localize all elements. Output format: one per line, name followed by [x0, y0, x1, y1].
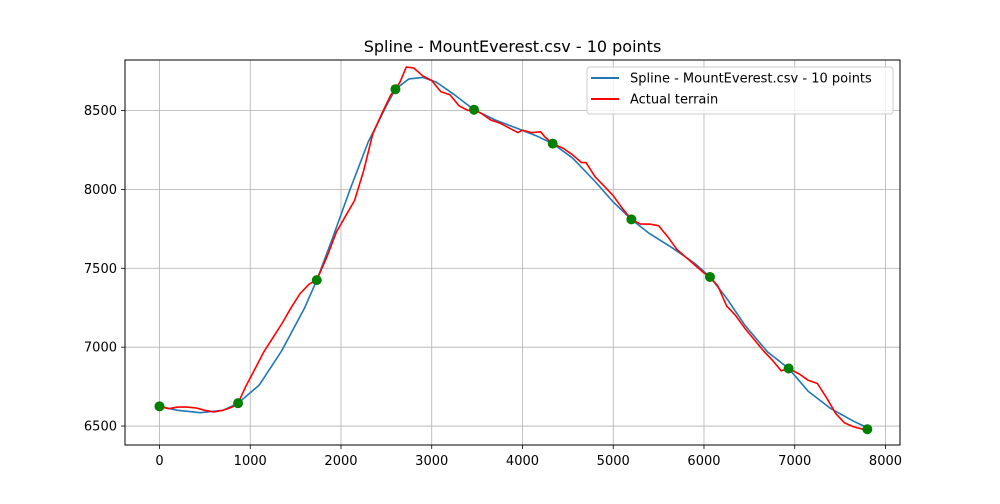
sample-point	[862, 424, 873, 435]
sample-point	[783, 363, 794, 374]
x-tick-label: 4000	[506, 454, 539, 469]
x-tick-label: 6000	[687, 454, 720, 469]
x-tick-label: 7000	[778, 454, 811, 469]
sample-point	[469, 104, 480, 115]
plot-area	[154, 66, 873, 435]
y-tick-label: 8000	[84, 183, 117, 198]
y-tick-label: 7000	[84, 341, 117, 356]
sample-point	[311, 275, 322, 286]
spline-line	[159, 76, 868, 429]
x-tick-label: 1000	[234, 454, 267, 469]
x-tick-label: 8000	[869, 454, 902, 469]
x-tick-label: 3000	[415, 454, 448, 469]
x-tick-label: 5000	[597, 454, 630, 469]
sample-point	[704, 271, 715, 282]
sample-point	[547, 138, 558, 149]
actual-terrain-line	[159, 66, 868, 431]
legend-box	[586, 66, 894, 115]
legend-label-spline: Spline - MountEverest.csv - 10 points	[630, 72, 872, 87]
axes-frame	[124, 59, 901, 446]
sample-point	[233, 398, 244, 409]
sample-point	[626, 214, 637, 225]
y-tick-label: 8500	[84, 104, 117, 119]
x-tick-label: 2000	[324, 454, 357, 469]
sample-point	[154, 401, 165, 412]
axis-ticks: 0 1000 2000 3000 4000 5000 6000 7000 8000 6500 700…	[84, 104, 902, 469]
y-tick-label: 7500	[84, 262, 117, 277]
legend: Spline - MountEverest.csv - 10 points Ac…	[586, 66, 894, 115]
x-tick-label: 0	[155, 454, 163, 469]
sample-point	[390, 84, 401, 95]
chart-title: Spline - MountEverest.csv - 10 points	[364, 37, 662, 56]
y-tick-label: 6500	[84, 420, 117, 435]
legend-label-actual: Actual terrain	[630, 93, 718, 108]
grid	[125, 60, 900, 445]
